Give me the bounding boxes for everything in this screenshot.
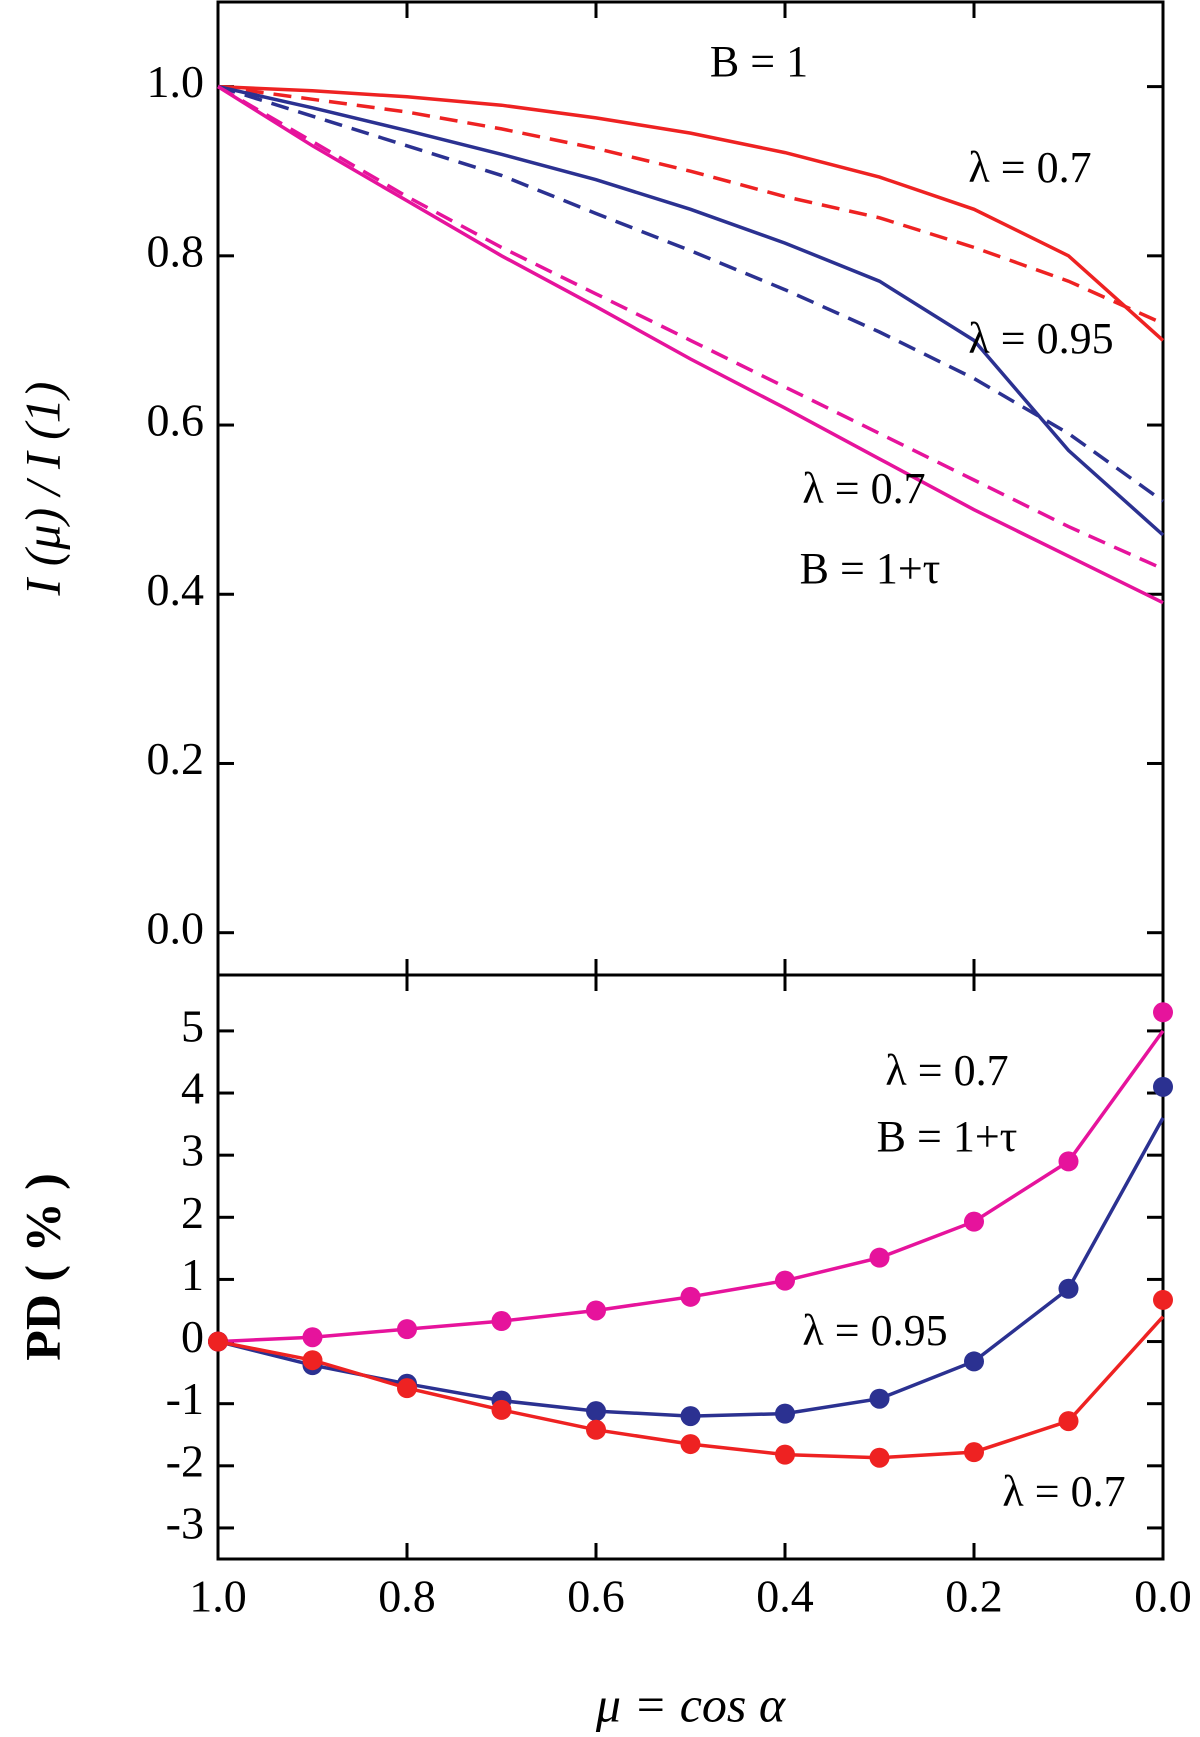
marker: [775, 1444, 795, 1465]
annotation: B = 1+τ: [877, 1112, 1018, 1161]
y-axis-label: PD ( % ): [14, 1173, 70, 1360]
marker: [1153, 1076, 1173, 1097]
x-tick-label: 0.6: [567, 1571, 625, 1622]
y-tick-label: 0.8: [147, 225, 205, 276]
y-tick-label: -2: [166, 1435, 204, 1486]
annotation: B = 1+τ: [800, 544, 941, 593]
x-tick-label: 0.0: [1134, 1571, 1192, 1622]
y-tick-label: 2: [181, 1187, 204, 1238]
y-tick-label: -3: [166, 1497, 204, 1548]
annotation: λ = 0.7: [885, 1046, 1008, 1095]
marker: [302, 1350, 323, 1371]
marker: [302, 1327, 323, 1348]
x-tick-label: 1.0: [189, 1571, 247, 1622]
marker: [869, 1388, 890, 1409]
annotation: λ = 0.7: [968, 143, 1091, 192]
x-axis-label: μ = cos α: [595, 1676, 787, 1732]
y-tick-label: 0: [181, 1311, 204, 1362]
x-tick-label: 0.4: [756, 1571, 814, 1622]
annotation: λ = 0.95: [968, 314, 1113, 363]
marker: [397, 1378, 417, 1399]
y-tick-label: 1.0: [147, 56, 205, 107]
annotation: λ = 0.7: [1002, 1467, 1125, 1516]
marker: [208, 1331, 228, 1352]
marker: [1058, 1151, 1079, 1172]
marker: [491, 1311, 512, 1332]
marker: [964, 1211, 984, 1232]
marker: [964, 1442, 984, 1463]
plot-frame: [216, 973, 1165, 1561]
marker: [680, 1406, 701, 1427]
marker: [1153, 1289, 1173, 1310]
marker: [869, 1447, 890, 1468]
marker: [586, 1401, 606, 1422]
series-line: [217, 84, 1165, 342]
marker: [680, 1434, 701, 1455]
series-line: [217, 85, 1164, 605]
marker: [1058, 1278, 1079, 1299]
y-tick-label: 3: [181, 1125, 204, 1176]
y-tick-label: 4: [181, 1063, 204, 1114]
marker: [775, 1403, 795, 1424]
annotation: λ = 0.7: [802, 464, 925, 513]
y-tick-label: 0.4: [147, 564, 205, 615]
series-line: [217, 84, 1165, 537]
marker: [1058, 1411, 1079, 1432]
x-tick-label: 0.8: [378, 1571, 436, 1622]
marker: [775, 1270, 795, 1291]
marker: [1153, 1002, 1173, 1023]
marker: [680, 1286, 701, 1307]
y-tick-label: 0.6: [147, 395, 205, 446]
y-tick-label: 1: [181, 1249, 204, 1300]
marker: [586, 1300, 606, 1321]
marker: [586, 1419, 606, 1440]
y-tick-label: 0.2: [147, 733, 205, 784]
marker: [869, 1247, 890, 1268]
marker: [397, 1319, 417, 1340]
x-tick-label: 0.2: [945, 1571, 1003, 1622]
marker: [491, 1399, 512, 1420]
y-tick-label: 5: [181, 1000, 204, 1051]
marker: [964, 1351, 984, 1372]
annotation: B = 1: [710, 37, 808, 86]
series-line: [217, 1117, 1165, 1418]
annotation: λ = 0.95: [802, 1306, 947, 1355]
series-line: [217, 84, 1164, 326]
y-tick-label: -1: [166, 1373, 204, 1424]
y-axis-label: I (μ) / I (1): [14, 382, 70, 597]
series-line: [217, 85, 1164, 571]
y-tick-label: 0.0: [147, 902, 205, 953]
series-line: [217, 84, 1165, 503]
